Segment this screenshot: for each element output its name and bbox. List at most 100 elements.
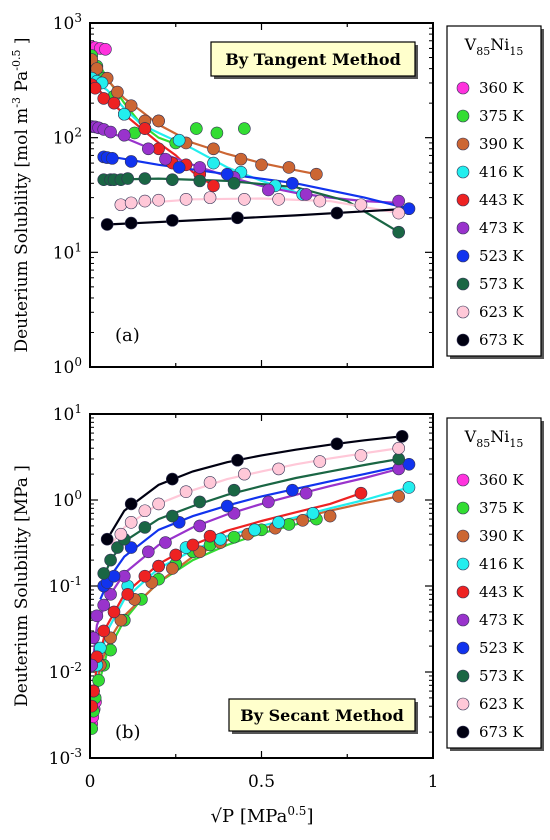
legend-entry-label: 443 K [479,583,524,601]
y-tick-base: 10 [53,358,75,378]
legend-entry-label: 443 K [479,191,524,209]
plot-area [90,430,416,735]
legend-marker [456,641,470,655]
legend-marker [456,333,470,347]
legend-marker [456,109,470,123]
data-point [138,504,152,518]
legend-marker [456,249,470,263]
data-point [220,499,234,513]
data-point [272,462,285,476]
data-point [104,553,117,567]
legend-entry-label: 673 K [479,723,524,741]
data-point [227,530,241,544]
legend-entry-label: 360 K [479,79,524,97]
data-point [203,476,217,489]
method-box [210,41,416,77]
data-point [313,455,327,468]
data-point [392,194,406,208]
data-point [330,206,344,220]
x-axis-title-unit: ] [306,806,313,827]
data-point [203,191,217,204]
legend-title-sub: 85 [476,45,490,58]
legend-marker [456,137,470,151]
y-tick-exponent: 2 [74,126,82,140]
data-point [262,495,275,509]
data-point [166,173,179,186]
data-point [392,441,406,455]
y-tick-base: 10 [49,663,71,683]
legend-marker [456,669,470,683]
legend-title-text: Ni [490,35,509,54]
data-point [142,142,155,156]
data-point [111,541,124,554]
data-point [193,161,207,174]
panel-label: (b) [115,722,141,743]
data-point [100,532,114,546]
data-point [207,179,220,193]
data-point [330,437,344,451]
data-point [142,545,155,559]
data-point [90,684,100,698]
data-point [121,172,135,185]
y-tick-exponent: -2 [70,660,82,674]
data-point [255,158,268,172]
data-point [138,569,152,583]
fit-line [120,197,399,215]
data-point [296,514,309,527]
data-point [272,516,285,529]
plot-frame [89,22,434,368]
legend-entry-label: 573 K [479,667,524,685]
legend-marker [456,473,470,487]
y-axis-title: Deuterium Solubility [mol m-3 Pa-0.5 ] [10,37,32,352]
data-point [152,114,165,128]
x-axis-title-unit: [MPa [234,806,287,827]
data-point [238,122,251,135]
data-point [402,458,416,471]
legend-box [446,25,542,357]
y-axis-title-text: ] [12,37,32,49]
data-point [210,126,224,140]
data-point [392,490,406,503]
legend-entry-label: 390 K [479,527,524,545]
data-point [207,142,220,156]
data-point [313,194,327,208]
y-tick-base: 10 [53,129,75,149]
data-point [121,588,135,601]
data-point [231,453,244,467]
data-point [124,155,138,168]
data-point [138,521,152,534]
data-point [193,174,207,188]
data-point [99,42,112,56]
data-point [227,176,241,190]
x-axis-title-text: √P [211,806,235,827]
data-point [104,125,117,139]
legend-marker [456,725,470,739]
data-point [179,485,193,498]
data-point [159,536,172,549]
y-tick-label: 100 [53,355,82,378]
legend-title-text: V [464,35,477,54]
data-point [124,216,138,230]
data-point [238,193,251,206]
data-point [124,196,138,210]
data-point [118,128,131,142]
y-tick-exponent: 0 [74,355,82,369]
data-point [286,483,299,497]
data-point [152,559,165,573]
y-axis-title-text: Pa [12,71,32,97]
data-point [262,183,275,197]
data-point [169,548,183,562]
data-point [238,467,251,481]
legend-marker [456,613,470,627]
method-box [228,698,416,732]
data-point [207,156,220,170]
legend-title-text: V [464,427,477,446]
y-axis-title-sup: -3 [10,97,23,108]
legend-entry-label: 473 K [479,611,524,629]
y-tick-label: 10-3 [49,746,82,769]
legend-entry-label: 523 K [479,639,524,657]
legend-entry-label: 360 K [479,471,524,489]
legend-title-sub: 15 [509,45,523,58]
